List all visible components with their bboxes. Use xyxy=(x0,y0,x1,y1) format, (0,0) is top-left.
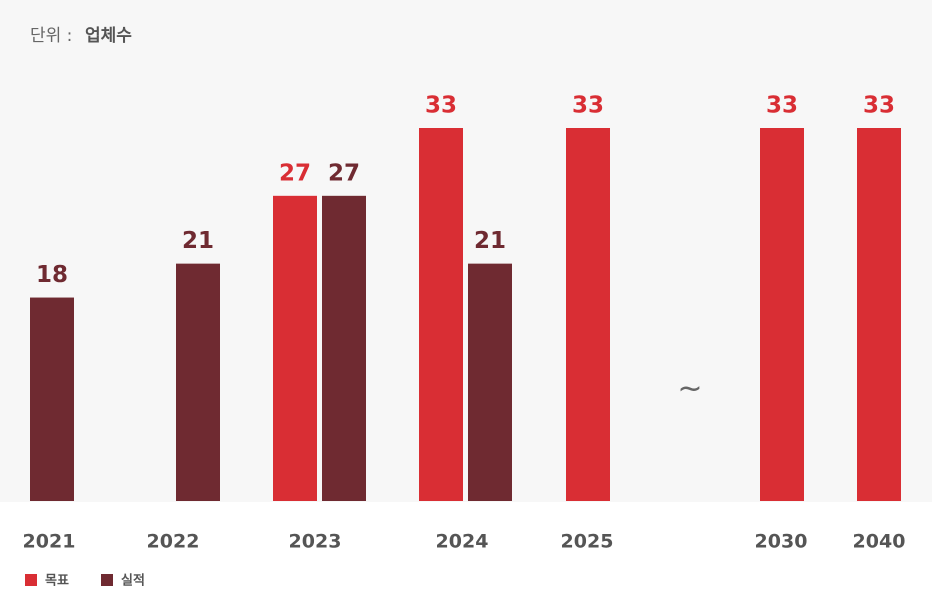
value-label: 21 xyxy=(474,228,506,254)
bar xyxy=(760,128,804,501)
x-tick-label: 2024 xyxy=(436,531,489,553)
value-label: 33 xyxy=(425,93,457,119)
value-label: 33 xyxy=(863,93,895,119)
legend-label: 실적 xyxy=(121,573,145,589)
value-label: 18 xyxy=(36,262,68,288)
value-label: 27 xyxy=(328,160,360,186)
legend-label: 목표 xyxy=(45,574,69,589)
bar xyxy=(30,297,74,501)
legend-swatch xyxy=(101,574,113,586)
break-mark: ~ xyxy=(677,372,702,407)
bar xyxy=(322,195,366,501)
value-label: 33 xyxy=(572,93,604,119)
unit: 업체수 xyxy=(85,26,132,46)
x-tick-label: 2030 xyxy=(755,531,808,553)
value-label: 21 xyxy=(182,228,214,254)
bar xyxy=(566,128,610,501)
bar xyxy=(273,195,317,501)
legend-swatch xyxy=(25,574,37,586)
x-tick-label: 2040 xyxy=(853,531,906,553)
x-tick-label: 2022 xyxy=(147,531,200,553)
bar xyxy=(176,263,220,501)
value-label: 33 xyxy=(766,93,798,119)
unit-label: 단위 : xyxy=(30,26,72,46)
bar xyxy=(419,128,463,501)
x-tick-label: 2025 xyxy=(561,531,614,553)
x-tick-label: 2021 xyxy=(23,531,76,553)
bar xyxy=(857,128,901,501)
x-tick-label: 2023 xyxy=(289,531,342,553)
bar xyxy=(468,263,512,501)
value-label: 27 xyxy=(279,160,311,186)
